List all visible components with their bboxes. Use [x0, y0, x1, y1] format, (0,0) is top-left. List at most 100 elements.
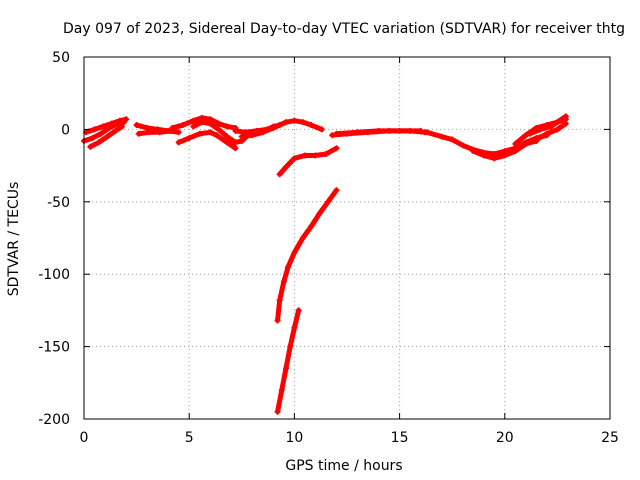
data-point: [95, 139, 102, 146]
data-point: [169, 124, 176, 131]
data-point: [108, 120, 115, 127]
data-point: [291, 324, 298, 331]
data-point: [299, 235, 306, 241]
x-tick-label: 20: [496, 430, 514, 446]
data-point: [287, 343, 294, 350]
data-point: [312, 152, 319, 159]
data-point: [196, 130, 203, 137]
data-point: [291, 155, 298, 162]
data-point: [135, 130, 142, 137]
data-point: [554, 126, 561, 133]
y-tick-label: -150: [38, 340, 70, 356]
data-point: [99, 123, 106, 130]
data-point: [543, 130, 550, 137]
data-point: [299, 119, 306, 126]
series-arc-b: [83, 116, 130, 136]
y-axis-label: SDTVAR / TECUs: [6, 182, 22, 297]
data-point: [190, 123, 197, 130]
data-point: [501, 151, 508, 158]
data-point: [333, 145, 340, 152]
series-trace: [275, 187, 339, 324]
data-point: [261, 127, 268, 134]
x-tick-label: 5: [185, 430, 194, 446]
data-point: [537, 126, 544, 133]
data-point: [329, 132, 336, 139]
data-point: [291, 117, 298, 124]
series-trace: [533, 121, 569, 143]
series-arc-l: [276, 145, 340, 178]
data-point: [438, 133, 445, 140]
data-point: [449, 136, 456, 143]
data-point: [417, 127, 424, 134]
data-point: [224, 133, 231, 140]
data-point: [116, 117, 123, 124]
data-point: [238, 133, 245, 140]
data-point: [112, 127, 119, 134]
x-tick-label: 15: [391, 430, 409, 446]
data-point: [295, 307, 302, 314]
data-point: [133, 122, 140, 129]
data-point: [274, 317, 281, 324]
data-point: [280, 278, 287, 285]
data-point: [322, 151, 329, 158]
series-arc-m: [274, 187, 340, 324]
data-point: [562, 113, 569, 120]
data-point: [91, 126, 98, 133]
data-point: [548, 123, 555, 130]
series-trace: [136, 128, 173, 137]
data-point: [270, 123, 277, 130]
plot-frame: [83, 56, 611, 420]
data-point: [276, 171, 283, 178]
data-point: [480, 151, 487, 158]
series-arc-c: [87, 123, 125, 150]
data-point: [186, 135, 193, 142]
series-arc-k: [261, 117, 325, 134]
data-point: [375, 127, 382, 134]
data-point: [308, 223, 315, 230]
data-point: [97, 130, 104, 137]
data-point: [396, 127, 403, 134]
data-point: [175, 139, 182, 146]
data-point: [274, 408, 281, 415]
data-point: [285, 263, 292, 270]
data-point: [512, 140, 519, 147]
data-point: [301, 152, 308, 159]
data-point: [190, 117, 197, 124]
grid-lines: [84, 57, 610, 419]
data-point: [522, 139, 529, 146]
y-tick-label: -50: [47, 195, 70, 211]
series-arc-n: [274, 307, 302, 415]
data-point: [282, 164, 289, 171]
data-point: [232, 139, 239, 146]
data-point: [278, 387, 285, 394]
data-point: [522, 132, 529, 139]
x-tick-label: 0: [80, 430, 89, 446]
data-point: [354, 129, 361, 136]
y-tick-label: 0: [61, 122, 70, 138]
series-arc-g: [175, 129, 239, 152]
data-point: [333, 130, 340, 137]
series-trace: [275, 307, 302, 415]
series-arc-f: [169, 114, 239, 131]
series-arc-u: [527, 113, 569, 137]
data-point: [224, 139, 231, 146]
data-point: [104, 133, 111, 140]
data-point: [156, 129, 163, 136]
series-arc-h: [190, 119, 252, 146]
data-point: [291, 249, 298, 256]
data-point: [232, 145, 239, 152]
y-tick-label: -200: [38, 412, 70, 428]
data-point: [207, 120, 214, 127]
data-point: [215, 126, 222, 133]
data-point: [198, 119, 205, 126]
data-point: [470, 148, 477, 155]
y-tick-label: 50: [52, 50, 70, 66]
data-point: [308, 122, 315, 129]
data-point: [556, 117, 563, 124]
data-point: [144, 124, 151, 131]
data-point: [175, 129, 182, 136]
data-point: [333, 187, 340, 194]
x-tick-label: 10: [285, 430, 303, 446]
data-point: [276, 122, 283, 129]
data-point: [533, 136, 540, 143]
